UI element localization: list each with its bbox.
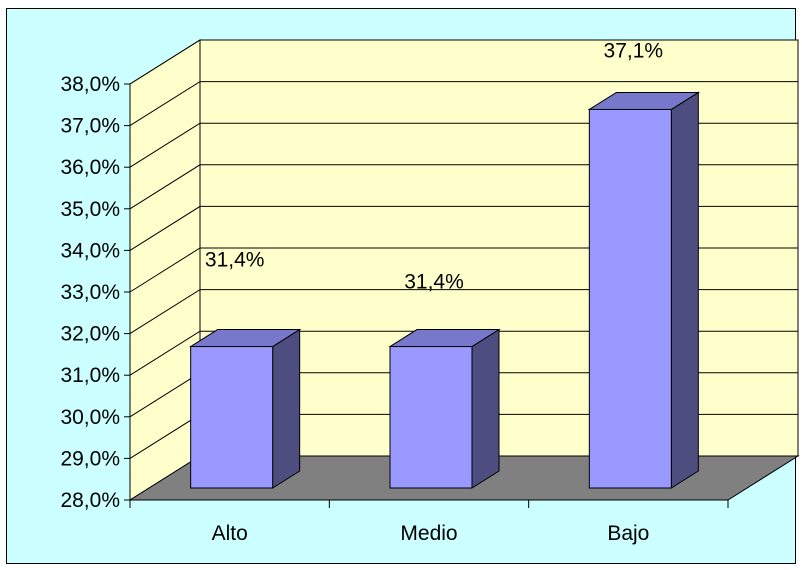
y-tick-label: 38,0% xyxy=(60,73,120,96)
bar xyxy=(190,346,274,489)
x-tick-label: Alto xyxy=(212,522,248,545)
data-label: 37,1% xyxy=(604,39,664,62)
bar xyxy=(389,346,473,489)
y-tick-label: 35,0% xyxy=(60,198,120,221)
y-tick-label: 28,0% xyxy=(60,489,120,512)
gridline xyxy=(129,81,798,127)
y-tick-label: 29,0% xyxy=(60,447,120,470)
y-tick-label: 33,0% xyxy=(60,281,120,304)
data-label: 31,4% xyxy=(205,249,265,272)
y-tick-label: 32,0% xyxy=(60,323,120,346)
x-tick-label: Medio xyxy=(400,522,457,545)
bar-side xyxy=(471,328,500,489)
gridline xyxy=(129,39,798,85)
y-tick-label: 36,0% xyxy=(60,156,120,179)
bar xyxy=(588,108,672,489)
x-tick-label: Bajo xyxy=(607,522,649,545)
y-tick-label: 31,0% xyxy=(60,364,120,387)
bar-side xyxy=(272,328,301,489)
data-label: 31,4% xyxy=(404,271,464,294)
y-tick-label: 34,0% xyxy=(60,239,120,262)
y-tick-label: 37,0% xyxy=(60,115,120,138)
y-tick-label: 30,0% xyxy=(60,406,120,429)
bar-side xyxy=(670,91,699,489)
